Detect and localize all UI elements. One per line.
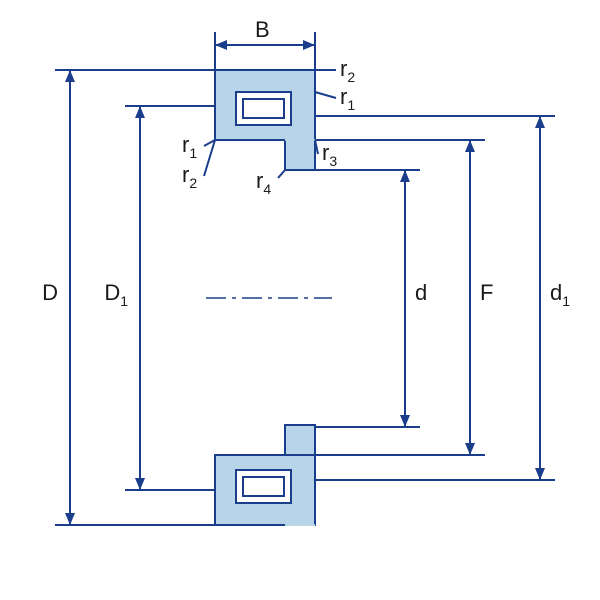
svg-text:B: B bbox=[255, 17, 270, 42]
svg-text:d: d bbox=[415, 280, 427, 305]
svg-text:D: D bbox=[42, 280, 58, 305]
svg-text:r4: r4 bbox=[256, 168, 271, 197]
svg-text:d1: d1 bbox=[550, 280, 570, 309]
svg-text:r1: r1 bbox=[340, 84, 355, 113]
svg-text:r1: r1 bbox=[182, 132, 197, 161]
svg-text:r2: r2 bbox=[182, 162, 197, 191]
svg-text:D1: D1 bbox=[104, 280, 128, 309]
bearing-cross-section-diagram: BDD1dFd1r2r1r1r2r3r4 bbox=[0, 0, 600, 600]
svg-text:F: F bbox=[480, 280, 493, 305]
svg-text:r3: r3 bbox=[322, 140, 337, 169]
svg-text:r2: r2 bbox=[340, 56, 355, 85]
